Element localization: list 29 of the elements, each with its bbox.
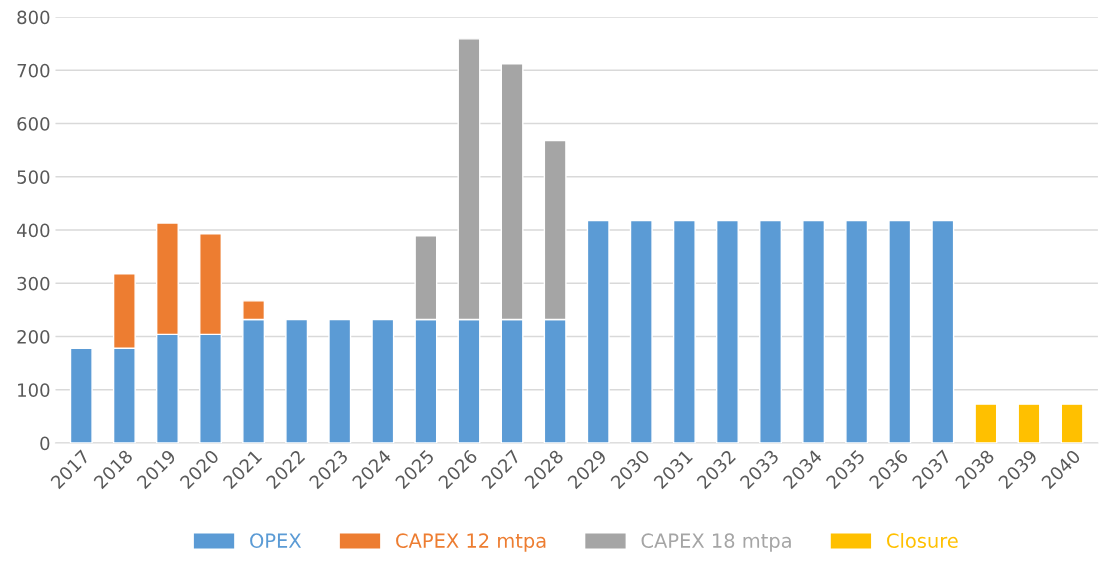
legend-label: OPEX xyxy=(250,533,302,549)
y-tick-label: 100 xyxy=(18,383,50,397)
bar xyxy=(931,219,955,444)
y-tick-label: 700 xyxy=(17,63,50,78)
bar xyxy=(845,219,869,444)
y-tick-label: 500 xyxy=(17,170,50,184)
y-tick-label: 300 xyxy=(17,276,50,291)
bar xyxy=(715,219,739,444)
bar xyxy=(285,318,309,444)
y-tick-label: 600 xyxy=(17,117,50,131)
bar xyxy=(328,318,352,444)
legend-label: CAPEX 18 mtpa xyxy=(641,533,791,552)
bar xyxy=(69,347,93,444)
bar xyxy=(672,219,696,444)
bar xyxy=(888,219,912,444)
legend-label: CAPEX 12 mtpa xyxy=(396,533,546,552)
y-tick-label: 800 xyxy=(17,10,50,25)
bar xyxy=(1060,403,1084,444)
bar xyxy=(371,318,395,444)
bar xyxy=(759,219,782,444)
y-tick-label: 0 xyxy=(40,436,50,451)
legend-label: Closure xyxy=(887,532,958,549)
y-tick-label: 200 xyxy=(17,330,50,344)
bar xyxy=(802,219,826,444)
bar xyxy=(1017,403,1041,444)
bar xyxy=(629,219,653,444)
bar xyxy=(586,219,610,444)
bar xyxy=(974,403,998,444)
y-tick-label: 400 xyxy=(17,223,50,238)
